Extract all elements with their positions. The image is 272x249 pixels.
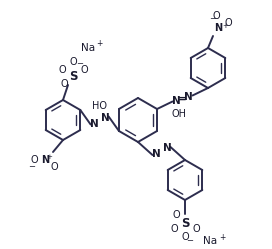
Text: −: − <box>29 163 36 172</box>
Text: O: O <box>181 232 189 242</box>
Text: O: O <box>192 224 200 234</box>
Text: S: S <box>181 216 189 230</box>
Text: −: − <box>187 237 193 246</box>
Text: +: + <box>219 233 225 242</box>
Text: +: + <box>96 39 102 48</box>
Text: −: − <box>76 60 84 68</box>
Text: O: O <box>50 162 58 172</box>
Text: O: O <box>170 224 178 234</box>
Text: −: − <box>209 14 217 23</box>
Text: +: + <box>222 23 228 29</box>
Text: O: O <box>212 11 220 21</box>
Text: N: N <box>90 119 99 128</box>
Text: N: N <box>152 149 161 159</box>
Text: OH: OH <box>171 109 186 119</box>
Text: N: N <box>172 96 181 106</box>
Text: S: S <box>69 69 77 82</box>
Text: N: N <box>101 113 110 123</box>
Text: HO: HO <box>92 101 107 111</box>
Text: N: N <box>184 91 193 102</box>
Text: Na: Na <box>203 236 217 246</box>
Text: O: O <box>30 155 38 165</box>
Text: O: O <box>69 57 77 67</box>
Text: N: N <box>214 23 222 33</box>
Text: O: O <box>224 18 232 28</box>
Text: O: O <box>58 65 66 75</box>
Text: N: N <box>163 143 172 153</box>
Text: N: N <box>41 155 49 165</box>
Text: +: + <box>46 154 52 160</box>
Text: O: O <box>80 65 88 75</box>
Text: O: O <box>172 210 180 220</box>
Text: =: = <box>178 94 187 104</box>
Text: Na: Na <box>81 43 95 53</box>
Text: O: O <box>60 79 68 89</box>
